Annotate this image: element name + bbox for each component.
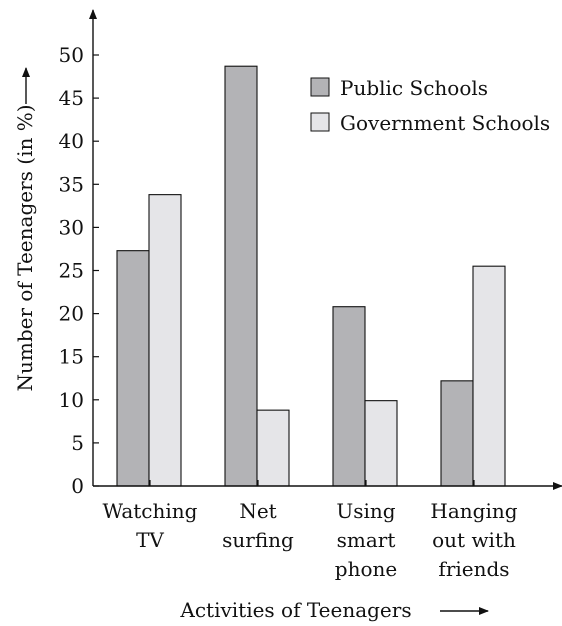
bar-government-schools — [472, 265, 506, 487]
y-ticks-group: 0 5 10 15 20 25 30 35 40 45 50 — [59, 43, 99, 498]
x-tick-label: Watching — [103, 499, 198, 523]
y-tick-label: 15 — [59, 345, 84, 369]
legend-swatch-public-schools — [310, 77, 330, 97]
y-tick-label: 10 — [59, 388, 84, 412]
x-tick-label: surfing — [222, 528, 294, 552]
y-tick-label: 20 — [59, 302, 84, 326]
bar-public-schools — [440, 380, 474, 487]
legend-swatch-government-schools — [310, 112, 330, 132]
y-axis-title: Number of Teenagers (in %) — [13, 104, 37, 391]
x-tick-label: TV — [136, 528, 164, 552]
x-tick-label: phone — [335, 557, 397, 581]
y-tick-label: 0 — [71, 474, 84, 498]
y-tick-label: 30 — [59, 215, 84, 239]
y-tick-label: 35 — [59, 172, 84, 196]
x-tick-labels-group: Watching TV Net surfing Using smart phone Hangi… — [103, 480, 518, 581]
x-tick-label: Net — [239, 499, 276, 523]
legend-label-public-schools: Public Schools — [340, 76, 488, 100]
x-tick-label: Hanging — [430, 499, 517, 523]
y-tick-label: 45 — [59, 86, 84, 110]
x-tick-label: smart — [337, 528, 396, 552]
y-tick-label: 40 — [59, 129, 84, 153]
bar-public-schools — [332, 306, 366, 487]
bar-public-schools — [224, 65, 258, 487]
x-axis-title: Activities of Teenagers — [179, 598, 411, 622]
y-tick-label: 5 — [71, 431, 84, 455]
plot-area: 0 5 10 15 20 25 30 35 40 45 50 Watching TV Net surfin… — [59, 9, 562, 581]
bar-government-schools — [256, 409, 290, 487]
bar-government-schools — [148, 194, 182, 487]
bars-group — [116, 65, 506, 487]
x-tick-label: friends — [438, 557, 509, 581]
y-tick-label: 25 — [59, 259, 84, 283]
bar-public-schools — [116, 250, 150, 487]
bar-government-schools — [364, 400, 398, 487]
y-axis-title-group: Number of Teenagers (in %) — [13, 104, 37, 391]
y-tick-label: 50 — [59, 43, 84, 67]
legend-label-government-schools: Government Schools — [340, 111, 550, 135]
legend: Public Schools Government Schools — [310, 76, 550, 135]
x-tick-label: out with — [432, 528, 516, 552]
x-tick-label: Using — [336, 499, 395, 523]
